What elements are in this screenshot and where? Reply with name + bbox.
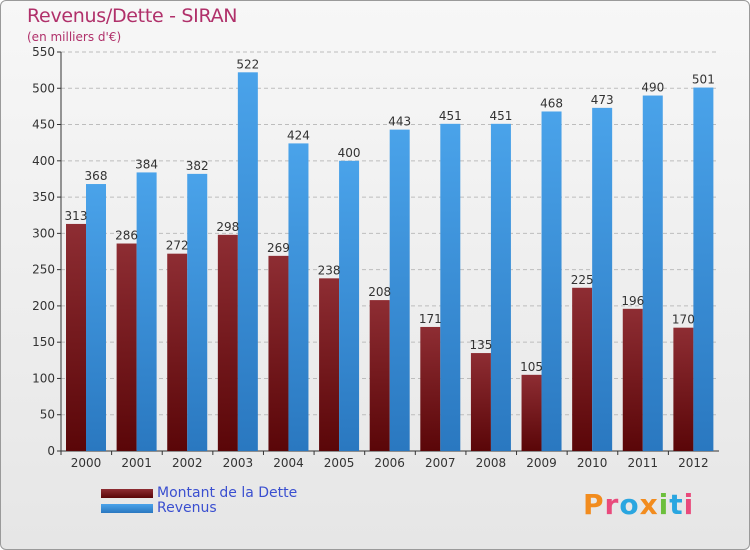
data-label-dette-2001: 286 — [115, 229, 138, 243]
y-tick-label: 350 — [32, 190, 55, 204]
data-label-revenus-2012: 501 — [692, 73, 715, 87]
y-tick-label: 100 — [32, 371, 55, 385]
chart-title: Revenus/Dette - SIRAN — [27, 5, 238, 27]
data-label-revenus-2004: 424 — [287, 128, 310, 142]
bar-dette-2006 — [369, 300, 390, 451]
data-label-dette-2000: 313 — [65, 209, 88, 223]
data-label-revenus-2009: 468 — [540, 96, 563, 110]
bar-dette-2001 — [116, 243, 137, 451]
proxiti-logo: Proxiti — [583, 488, 694, 521]
data-label-dette-2004: 269 — [267, 241, 290, 255]
data-label-dette-2005: 238 — [318, 263, 341, 277]
logo-letter: o — [619, 488, 640, 521]
bar-revenus-2008 — [490, 123, 511, 451]
data-label-dette-2003: 298 — [216, 220, 239, 234]
x-tick-label-2004: 2004 — [273, 456, 304, 470]
bars — [66, 72, 714, 452]
bar-revenus-2004 — [288, 143, 309, 451]
data-label-dette-2010: 225 — [571, 273, 594, 287]
data-label-revenus-2008: 451 — [489, 109, 512, 123]
x-tick-label-2005: 2005 — [324, 456, 355, 470]
bar-revenus-2006 — [389, 129, 410, 451]
x-tick-label-2009: 2009 — [526, 456, 557, 470]
bar-dette-2007 — [420, 326, 441, 451]
data-label-revenus-2007: 451 — [439, 109, 462, 123]
legend-item-revenus: Revenus — [101, 501, 297, 516]
logo-letter: i — [658, 488, 670, 521]
bar-dette-2000 — [66, 223, 86, 451]
x-tick-label-2012: 2012 — [678, 456, 709, 470]
data-label-dette-2011: 196 — [621, 294, 644, 308]
bar-dette-2009 — [521, 374, 542, 451]
x-tick-label-2008: 2008 — [476, 456, 507, 470]
data-label-dette-2012: 170 — [672, 313, 695, 327]
y-tick-label: 250 — [32, 263, 55, 277]
data-labels: 313 368 286 384 272 382 298 522 269 424 238 400 208 4… — [65, 57, 715, 374]
bar-revenus-2005 — [339, 160, 360, 451]
bar-dette-2012 — [673, 327, 694, 451]
x-tick-label-2007: 2007 — [425, 456, 456, 470]
data-label-revenus-2006: 443 — [388, 115, 411, 129]
y-tick-label: 50 — [40, 408, 55, 422]
logo-letter: t — [669, 488, 684, 521]
logo-letter: x — [639, 488, 659, 521]
bar-revenus-2011 — [642, 95, 663, 451]
y-tick-label: 450 — [32, 118, 55, 132]
y-tick-label: 400 — [32, 154, 55, 168]
y-tick-label: 200 — [32, 299, 55, 313]
bar-revenus-2009 — [541, 111, 562, 451]
y-tick-label: 550 — [32, 45, 55, 59]
bar-revenus-2001 — [136, 172, 157, 451]
y-tick-label: 300 — [32, 226, 55, 240]
data-label-revenus-2000: 368 — [85, 169, 108, 183]
data-label-revenus-2001: 384 — [135, 157, 158, 171]
x-tick-label-2011: 2011 — [627, 456, 658, 470]
bar-dette-2002 — [167, 253, 188, 451]
bar-revenus-2010 — [592, 107, 613, 452]
logo-letter: P — [583, 488, 605, 521]
logo-letter: r — [604, 488, 620, 521]
legend: Montant de la Dette Revenus — [101, 486, 297, 516]
data-label-revenus-2010: 473 — [591, 93, 614, 107]
data-label-revenus-2011: 490 — [641, 81, 664, 95]
axes: 0 50 100 150 200 250 300 350 400 450 500 550 2000 200… — [32, 45, 719, 470]
bar-revenus-2002 — [187, 173, 208, 452]
y-tick-label: 150 — [32, 335, 55, 349]
bar-dette-2010 — [572, 287, 593, 451]
data-label-dette-2002: 272 — [166, 239, 189, 253]
bar-revenus-2000 — [86, 184, 106, 452]
x-tick-label-2000: 2000 — [71, 456, 102, 470]
legend-swatch-dette — [101, 489, 153, 498]
bar-revenus-2007 — [440, 123, 461, 451]
data-label-revenus-2003: 522 — [236, 57, 259, 71]
bar-dette-2004 — [268, 255, 289, 451]
data-label-dette-2006: 208 — [368, 285, 391, 299]
legend-label-dette: Montant de la Dette — [157, 485, 298, 501]
y-tick-label: 500 — [32, 81, 55, 95]
data-label-dette-2007: 171 — [419, 312, 442, 326]
chart-subtitle: (en milliers d'€) — [27, 30, 122, 44]
bar-dette-2005 — [319, 278, 340, 451]
data-label-dette-2008: 135 — [469, 338, 492, 352]
y-tick-label: 0 — [47, 444, 55, 458]
bar-revenus-2012 — [693, 87, 714, 451]
bar-dette-2008 — [470, 353, 491, 451]
data-label-revenus-2002: 382 — [186, 159, 209, 173]
x-tick-label-2002: 2002 — [172, 456, 203, 470]
x-tick-label-2010: 2010 — [577, 456, 608, 470]
legend-item-dette: Montant de la Dette — [101, 486, 297, 501]
bar-revenus-2003 — [237, 72, 258, 451]
data-label-revenus-2005: 400 — [338, 146, 361, 160]
legend-swatch-revenus — [101, 504, 153, 513]
legend-label-revenus: Revenus — [157, 500, 217, 516]
logo-letter: i — [683, 488, 695, 521]
bar-dette-2011 — [622, 308, 643, 451]
bar-dette-2003 — [217, 234, 238, 451]
x-tick-label-2003: 2003 — [223, 456, 254, 470]
x-tick-label-2001: 2001 — [121, 456, 152, 470]
x-tick-label-2006: 2006 — [374, 456, 405, 470]
data-label-dette-2009: 105 — [520, 360, 543, 374]
